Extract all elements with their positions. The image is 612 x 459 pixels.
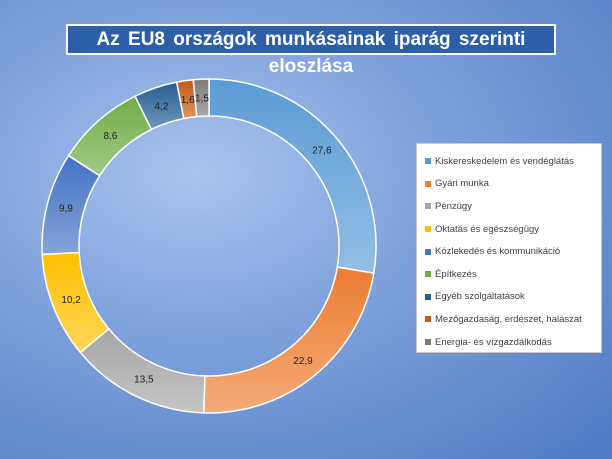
data-label-gyari-munka: 22,9: [293, 356, 313, 367]
legend-label: Egyéb szolgáltatások: [435, 291, 525, 303]
slices-group: [41, 78, 377, 414]
data-label-mezogazdasag-erdeszet-halaszat: 1,6: [181, 95, 195, 106]
data-label-kiskereskedelem-es-vendeglatas: 27,6: [312, 146, 332, 157]
legend-label: Mezőgazdaság, erdészet, halászat: [435, 313, 582, 325]
data-label-kozlekedes-es-kommunikacio: 9,9: [59, 203, 73, 214]
slice-kiskereskedelem-es-vendeglatas: [208, 78, 377, 275]
legend-label: Oktatás és egészségügy: [435, 223, 540, 235]
data-label-penzugy: 13,5: [134, 374, 154, 385]
legend-item-oktatas-es-egeszsegugy: Oktatás és egészségügy: [425, 218, 601, 241]
legend-swatch: [425, 226, 431, 233]
legend: Kiskereskedelem és vendéglátás Gyári munk…: [416, 143, 602, 353]
legend-item-gyari-munka: Gyári munka: [425, 173, 601, 196]
legend-label: Gyári munka: [435, 178, 489, 190]
data-label-epitkezes: 8,6: [103, 131, 117, 142]
data-label-oktatas-es-egeszsegugy: 10,2: [61, 295, 81, 306]
legend-swatch: [425, 158, 431, 165]
legend-label: Pénzügy: [435, 200, 472, 212]
legend-label: Közlekedés és kommunikáció: [435, 246, 561, 258]
legend-item-epitkezes: Építkezés: [425, 263, 601, 286]
legend-swatch: [425, 180, 431, 187]
data-label-egyeb-szolgaltatasok: 4,2: [155, 101, 169, 112]
legend-label: Építkezés: [435, 268, 477, 280]
legend-swatch: [425, 203, 431, 210]
chart-title: Az EU8 országok munkásainak iparág szeri…: [66, 24, 556, 77]
legend-swatch: [425, 293, 431, 300]
legend-item-kiskereskedelem-es-vendeglatas: Kiskereskedelem és vendéglátás: [425, 150, 601, 173]
slice-penzugy: [79, 327, 206, 414]
slice-gyari-munka: [202, 266, 375, 414]
legend-item-energia-es-vizgazdalkodas: Energia- és vízgazdálkodás: [425, 331, 601, 354]
labels-group: 27,6 22,9 13,5 10,2 9,9 8,6 4,2 1,6 1,5: [59, 94, 332, 386]
legend-label: Energia- és vízgazdálkodás: [435, 336, 552, 348]
legend-swatch: [425, 316, 431, 323]
legend-item-mezogazdasag-erdeszet-halaszat: Mezőgazdaság, erdészet, halászat: [425, 308, 601, 331]
legend-swatch: [425, 339, 431, 346]
legend-swatch: [425, 248, 431, 255]
data-label-energia-es-vizgazdalkodas: 1,5: [195, 94, 209, 105]
legend-item-penzugy: Pénzügy: [425, 195, 601, 218]
legend-swatch: [425, 271, 431, 278]
legend-item-kozlekedes-es-kommunikacio: Közlekedés és kommunikáció: [425, 240, 601, 263]
legend-label: Kiskereskedelem és vendéglátás: [435, 155, 574, 167]
legend-item-egyeb-szolgaltatasok: Egyéb szolgáltatások: [425, 286, 601, 309]
slice-energia-es-vizgazdalkodas: [192, 78, 210, 118]
